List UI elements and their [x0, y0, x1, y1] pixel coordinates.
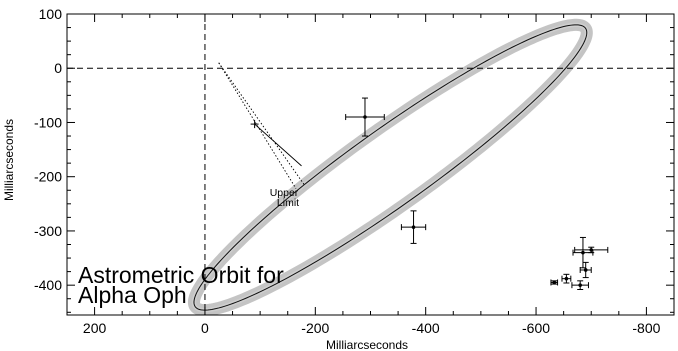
upper-limit-label-line1: Upper — [270, 187, 299, 199]
y-tick-label: -100 — [34, 114, 62, 130]
data-point — [561, 273, 572, 284]
data-point — [579, 261, 592, 279]
y-tick-label: -400 — [34, 277, 62, 293]
x-tick-label: 0 — [201, 320, 209, 336]
y-tick-label: -300 — [34, 223, 62, 239]
x-tick-label: 200 — [83, 320, 107, 336]
upper-limit-label-line2: Limit — [277, 197, 299, 209]
x-axis-title: Milliarcseconds — [326, 338, 408, 351]
upper-limit-dotted-line — [218, 62, 305, 186]
data-point — [550, 279, 559, 286]
chart-title-line1: Astrometric Orbit for — [78, 262, 284, 288]
data-point-marker — [411, 225, 416, 229]
upper-limit-residual-line — [254, 123, 302, 167]
orbit-best-fit-line — [193, 24, 588, 311]
plot-area — [67, 14, 674, 315]
axes — [66, 13, 675, 316]
data-point-marker — [564, 276, 569, 281]
data-point-marker — [581, 250, 585, 255]
data-point — [400, 210, 427, 244]
data-point-marker — [363, 115, 367, 119]
upper-limit-dotted-line — [218, 62, 297, 189]
data-point-marker — [583, 268, 588, 272]
y-tick-label: 100 — [39, 6, 63, 22]
x-tick-label: -400 — [412, 320, 440, 336]
data-point — [574, 246, 609, 254]
y-tick-label: -200 — [34, 169, 62, 185]
x-tick-label: -600 — [522, 320, 550, 336]
y-axis-title: Milliarcseconds — [2, 119, 16, 201]
data-point — [571, 280, 589, 291]
x-tick-label: -200 — [301, 320, 329, 336]
tick-labels: 200 0 -200 -400 -600 -800 100 0 -100 -200 -300 -400 — [34, 6, 661, 336]
x-tick-label: -800 — [632, 320, 660, 336]
chart-title-line2: Alpha Oph — [78, 282, 187, 308]
data-point — [345, 97, 385, 137]
data-point-marker — [552, 280, 557, 285]
data-point-marker — [578, 283, 582, 287]
y-tick-label: 0 — [54, 60, 62, 76]
data-point-marker — [589, 248, 594, 252]
